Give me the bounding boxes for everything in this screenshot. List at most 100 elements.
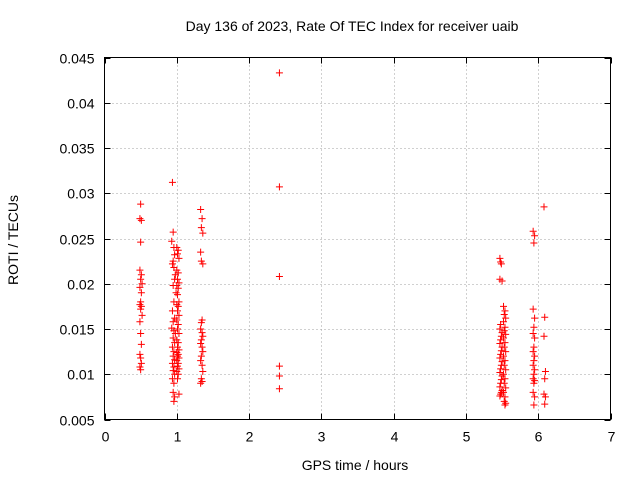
data-point	[497, 390, 505, 398]
data-point	[136, 283, 144, 291]
data-point	[502, 384, 510, 392]
data-point	[502, 348, 510, 356]
data-point	[275, 69, 283, 77]
data-point	[175, 254, 183, 262]
data-point	[500, 318, 508, 326]
data-point	[500, 361, 508, 369]
x-tick-label: 5	[463, 429, 471, 445]
data-point	[197, 224, 205, 232]
plot-frame	[104, 57, 611, 420]
axis-ticks: 0 1 2 3 4 5 6 7 0.005 0.01 0.015 0.02 0.025 0.03 0.035…	[59, 51, 615, 445]
data-point	[174, 275, 182, 283]
data-point	[530, 239, 538, 247]
y-tick-label: 0.04	[67, 96, 94, 112]
data-point	[138, 280, 146, 288]
data-point	[501, 307, 509, 315]
data-point	[199, 348, 207, 356]
data-point	[172, 289, 180, 297]
data-point	[497, 350, 505, 358]
data-point	[530, 343, 538, 351]
data-point	[138, 311, 146, 319]
data-point	[497, 336, 505, 344]
data-point	[197, 336, 205, 344]
data-point	[496, 339, 504, 347]
data-point	[137, 275, 145, 283]
x-tick-label: 1	[174, 429, 182, 445]
data-point	[275, 362, 283, 370]
x-tick-label: 6	[535, 429, 543, 445]
data-point	[174, 339, 182, 347]
data-point	[175, 311, 183, 319]
data-point	[530, 401, 538, 409]
data-point	[541, 400, 549, 408]
data-point	[530, 357, 538, 365]
data-point	[275, 183, 283, 191]
data-point	[137, 354, 145, 362]
data-point	[541, 368, 549, 376]
x-tick-label: 0	[102, 429, 110, 445]
data-point	[501, 357, 509, 365]
y-tick-label: 0.015	[59, 322, 94, 338]
data-point	[501, 393, 509, 401]
data-point	[541, 393, 549, 401]
data-point	[174, 307, 182, 315]
data-point	[531, 393, 539, 401]
data-point	[136, 350, 144, 358]
data-point	[174, 302, 182, 310]
data-point	[137, 238, 145, 246]
data-point	[174, 284, 182, 292]
data-point	[541, 313, 549, 321]
x-tick-label: 7	[608, 429, 616, 445]
data-point	[541, 375, 549, 383]
y-tick-label: 0.02	[67, 277, 94, 293]
data-point	[529, 330, 537, 338]
data-point	[137, 330, 145, 338]
data-point	[498, 358, 506, 366]
data-point	[169, 367, 177, 375]
data-point	[497, 365, 505, 373]
data-point	[136, 266, 144, 274]
data-point	[171, 393, 179, 401]
data-point	[497, 347, 505, 355]
data-point	[500, 397, 508, 405]
data-point	[168, 237, 176, 245]
y-axis-label: ROTI / TECUs	[5, 195, 21, 285]
data-point	[171, 251, 179, 259]
data-point	[198, 377, 206, 385]
data-point	[530, 323, 538, 331]
data-point	[502, 314, 510, 322]
x-tick-label: 4	[391, 429, 399, 445]
data-point	[496, 383, 504, 391]
data-point	[501, 339, 509, 347]
data-point	[500, 379, 508, 387]
data-point	[173, 316, 181, 324]
data-point	[500, 334, 508, 342]
data-point	[175, 390, 183, 398]
data-point	[197, 339, 205, 347]
data-point	[137, 305, 145, 313]
grid	[104, 57, 611, 420]
data-point	[529, 348, 537, 356]
data-point	[540, 332, 548, 340]
data-point	[531, 314, 539, 322]
data-point	[501, 401, 509, 409]
data-point	[275, 273, 283, 281]
data-point	[174, 250, 182, 258]
data-point	[501, 323, 509, 331]
data-point	[500, 302, 508, 310]
data-point	[496, 354, 504, 362]
data-point	[198, 361, 206, 369]
data-point	[199, 368, 207, 376]
data-point	[173, 349, 181, 357]
data-point	[198, 215, 206, 223]
data-point	[500, 388, 508, 396]
data-point	[500, 343, 508, 351]
data-point	[170, 397, 178, 405]
data-point	[168, 260, 176, 268]
data-point	[199, 260, 207, 268]
data-point	[496, 254, 504, 262]
data-point	[174, 375, 182, 383]
data-point	[530, 379, 538, 387]
x-tick-label: 3	[318, 429, 326, 445]
data-point	[197, 206, 205, 214]
